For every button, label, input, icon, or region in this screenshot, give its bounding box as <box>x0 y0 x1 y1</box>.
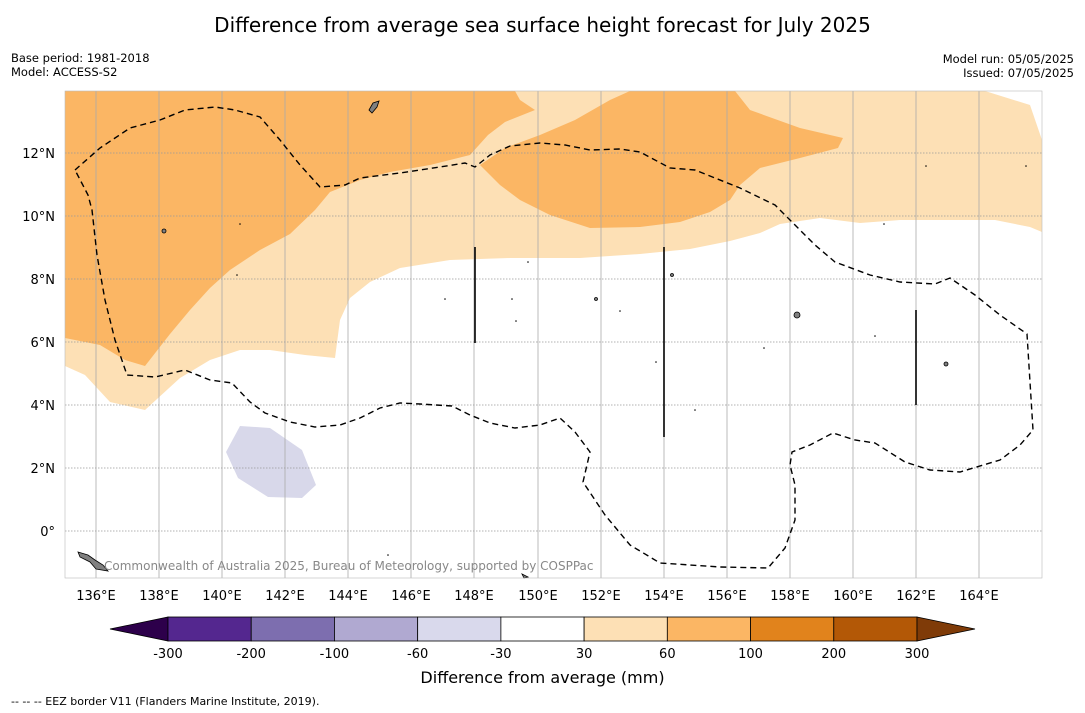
eez-border-palau-fsm-north <box>74 106 1034 569</box>
anomaly-60-100-region-west <box>65 91 535 366</box>
colorbar-segment-1 <box>250 616 335 642</box>
island-pohnpei <box>943 361 949 367</box>
model-run: Model run: 05/05/2025 <box>942 52 1074 66</box>
colorbar-segment-8 <box>833 616 918 642</box>
lon-tick-146e: 146°E <box>391 589 431 604</box>
lat-tick-labels: 12°N 10°N 8°N 6°N 4°N 2°N 0° <box>22 147 55 540</box>
colorbar-tick-7: 100 <box>738 647 763 662</box>
island-small-4 <box>521 573 530 579</box>
boundary-segments <box>474 247 917 437</box>
colorbar-tick-0: -300 <box>153 647 183 662</box>
anomaly-60-100-region-north <box>480 91 843 228</box>
colorbar-segments <box>167 616 918 642</box>
base-period: Base period: 1981-2018 <box>11 51 150 65</box>
island-yap-area <box>368 100 380 114</box>
lon-gridlines <box>95 91 980 578</box>
colorbar: -300 -200 -100 -60 -30 30 60 100 200 300 <box>109 616 976 662</box>
lat-tick-4n: 4°N <box>31 399 56 414</box>
lat-gridlines <box>65 152 1042 532</box>
footnote: -- -- -- EEZ border V11 (Flanders Marine… <box>11 695 320 708</box>
colorbar-segment-2 <box>334 616 419 642</box>
colorbar-tick-1: -200 <box>236 647 266 662</box>
lon-tick-140e: 140°E <box>202 589 242 604</box>
lon-tick-136e: 136°E <box>76 589 116 604</box>
colorbar-tick-5: 30 <box>576 647 593 662</box>
lon-tick-156e: 156°E <box>707 589 747 604</box>
lat-tick-10n: 10°N <box>22 210 55 225</box>
anomaly-fills <box>65 91 1042 498</box>
meta-right: Model run: 05/05/2025 Issued: 07/05/2025 <box>943 52 1074 80</box>
anomaly-neg30-neg60-region <box>226 426 316 498</box>
lon-tick-142e: 142°E <box>265 589 305 604</box>
lon-tick-158e: 158°E <box>770 589 810 604</box>
colorbar-tick-6: 60 <box>659 647 676 662</box>
lon-tick-154e: 154°E <box>644 589 684 604</box>
islands <box>77 100 949 579</box>
island-palau <box>77 551 109 572</box>
colorbar-tick-4: -30 <box>490 647 511 662</box>
colorbar-tick-3: -60 <box>407 647 428 662</box>
map-frame <box>64 90 1043 579</box>
island-small-1 <box>161 228 167 234</box>
colorbar-tick-9: 300 <box>905 647 930 662</box>
lon-tick-160e: 160°E <box>833 589 873 604</box>
colorbar-segment-3 <box>417 616 502 642</box>
lat-tick-6n: 6°N <box>31 336 56 351</box>
colorbar-segment-7 <box>750 616 835 642</box>
lon-tick-152e: 152°E <box>581 589 621 604</box>
colorbar-segment-5 <box>583 616 668 642</box>
credit-text: Commonwealth of Australia 2025, Bureau o… <box>104 559 594 573</box>
colorbar-extend-high <box>916 616 976 642</box>
chart-title: Difference from average sea surface heig… <box>214 13 871 37</box>
model-name: Model: ACCESS-S2 <box>11 65 118 79</box>
lon-tick-138e: 138°E <box>139 589 179 604</box>
colorbar-tick-2: -100 <box>320 647 350 662</box>
colorbar-segment-4 <box>500 616 585 642</box>
eez-borders <box>74 106 1034 569</box>
lat-tick-0: 0° <box>40 525 55 540</box>
colorbar-extend-low <box>109 616 169 642</box>
colorbar-segment-0 <box>167 616 252 642</box>
lon-tick-148e: 148°E <box>454 589 494 604</box>
lat-tick-12n: 12°N <box>22 147 55 162</box>
island-small-2 <box>594 297 598 301</box>
atoll-dots <box>236 165 1027 556</box>
lon-tick-150e: 150°E <box>518 589 558 604</box>
lon-tick-144e: 144°E <box>328 589 368 604</box>
lat-tick-2n: 2°N <box>31 462 56 477</box>
lon-tick-162e: 162°E <box>896 589 936 604</box>
colorbar-segment-6 <box>666 616 751 642</box>
lon-tick-164e: 164°E <box>959 589 999 604</box>
island-small-3 <box>670 273 674 277</box>
issued-date: Issued: 07/05/2025 <box>963 66 1074 80</box>
lon-tick-labels: 136°E 138°E 140°E 142°E 144°E 146°E 148°… <box>76 589 999 604</box>
colorbar-tick-labels: -300 -200 -100 -60 -30 30 60 100 200 300 <box>153 647 929 662</box>
colorbar-tick-8: 200 <box>821 647 846 662</box>
island-chuuk <box>793 311 801 319</box>
meta-left: Base period: 1981-2018 Model: ACCESS-S2 <box>11 51 150 79</box>
lat-tick-8n: 8°N <box>31 273 56 288</box>
colorbar-label: Difference from average (mm) <box>420 668 665 687</box>
